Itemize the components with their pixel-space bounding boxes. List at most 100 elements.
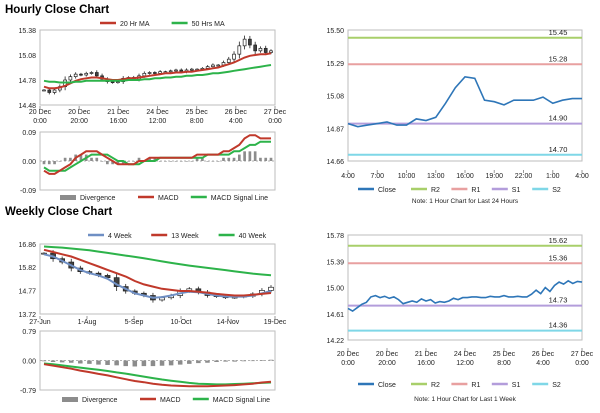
weekly-macd-ytick-0: 0.79	[22, 329, 36, 336]
hourly-macd-divergence-bar-2	[53, 161, 56, 165]
weekly-macd-divergence-bar-6	[96, 360, 101, 365]
hourly-macd-divergence-bar-3	[58, 161, 62, 162]
hourly-candles-xtick-2-line-0: 21 Dec	[107, 109, 130, 116]
hourly-candles-candle-6	[73, 73, 78, 78]
weekly-macd-divergence-bar-9	[123, 360, 128, 367]
weekly-macd-divergence-bar-2	[59, 360, 65, 363]
weekly-close-plot-frame	[347, 234, 583, 341]
weekly-macd-divergence-bar-20	[223, 360, 228, 362]
hourly-candles-candle-9	[89, 72, 94, 74]
hourly-candles-candle-1	[47, 89, 52, 93]
hourly-close-level-label-r1: 15.28	[549, 54, 568, 63]
weekly-macd-divergence-bar-25	[268, 359, 274, 361]
hourly-candles-candle-28	[189, 68, 194, 71]
hourly-candles-series-20-hr-ma	[43, 52, 272, 90]
weekly-close-xtick-3-line-0: 24 Dec	[454, 351, 477, 358]
hourly-close-legend-label-2: R1	[471, 187, 480, 194]
hourly-macd-divergence-bar-1	[47, 161, 51, 165]
hourly-candles-candle-39	[248, 38, 252, 46]
weekly-candles-plot-frame	[39, 243, 276, 315]
weekly-candles-legend-label-2: 40 Week	[239, 233, 267, 240]
weekly-macd-legend-label-1: MACD	[160, 397, 181, 404]
weekly-candles-xtick-3: 10-Oct	[170, 319, 191, 326]
hourly-macd-series-signal	[43, 140, 271, 172]
hourly-close-chart: 15.50 15.29 15.08 14.87 14.66 15.45 15.28 14.90…	[326, 28, 588, 205]
hourly-macd-divergence-bar-15	[121, 161, 125, 165]
hourly-candles-plot-frame	[39, 29, 276, 106]
hourly-candles-legend-label-0: 20 Hr MA	[120, 21, 150, 28]
weekly-close-series-close	[347, 279, 583, 313]
hourly-close-ytick-0: 15.50	[326, 28, 344, 35]
weekly-macd-divergence-bar-15	[177, 360, 183, 365]
hourly-macd-divergence-bar-17	[132, 161, 136, 162]
hourly-candles-xtick-1-line-1: 20:00	[70, 118, 88, 125]
hourly-candles-candle-37	[237, 45, 242, 55]
hourly-candles-ytick-1: 15.08	[18, 53, 36, 60]
weekly-close-xtick-4-line-0: 25 Dec	[493, 351, 516, 358]
hourly-close-xtick-3: 13:00	[427, 173, 445, 180]
hourly-candle-chart: 15.38 15.08 14.78 14.48 20 Hr MA 50 Hrs MA 20 …	[18, 21, 286, 125]
hourly-candles-candle-36	[232, 53, 236, 60]
weekly-macd-divergence-bar-13	[159, 360, 165, 366]
hourly-candles-candle-40	[253, 44, 257, 52]
hourly-macd-divergence-bar-20	[148, 157, 151, 161]
weekly-candles-xtick-5: 19-Dec	[264, 319, 287, 326]
weekly-macd-divergence-bar-10	[132, 360, 138, 367]
hourly-candles-xtick-2-line-1: 16:00	[110, 118, 128, 125]
weekly-macd-ytick-1: 0.00	[22, 359, 36, 366]
hourly-macd-divergence-bar-38	[243, 151, 246, 161]
weekly-close-xtick-0-line-1: 0:00	[341, 360, 355, 367]
weekly-close-ytick-4: 14.22	[326, 338, 344, 345]
hourly-candles-series-50-hrs-ma	[43, 64, 272, 84]
hourly-candles-xtick-5-line-0: 26 Dec	[225, 109, 248, 116]
hourly-macd-legend-label-2: MACD Signal Line	[211, 195, 268, 202]
weekly-macd-legend-label-2: MACD Signal Line	[213, 397, 270, 404]
weekly-close-xtick-0-line-0: 20 Dec	[337, 351, 360, 358]
hourly-candles-xtick-6-line-1: 0:00	[268, 118, 282, 125]
weekly-close-level-label-r1: 15.36	[549, 253, 568, 262]
weekly-close-xtick-4-line-1: 8:00	[497, 360, 511, 367]
hourly-candles-xtick-5-line-1: 4:00	[229, 118, 243, 125]
hourly-close-xtick-2: 10:00	[398, 173, 416, 180]
weekly-close-note: Note: 1 Hour Chart for Last 1 Week	[414, 396, 517, 403]
hourly-macd-ytick-0: 0.09	[22, 130, 36, 137]
hourly-macd-series-macd	[43, 134, 271, 175]
weekly-macd-legend-swatch-0	[62, 397, 78, 402]
hourly-candles-xtick-0-line-0: 20 Dec	[29, 109, 52, 116]
hourly-macd-divergence-bar-5	[69, 157, 72, 161]
hourly-macd-divergence-bar-35	[227, 157, 231, 161]
hourly-close-legend-label-0: Close	[378, 187, 396, 194]
weekly-close-ytick-1: 15.39	[326, 259, 344, 266]
weekly-macd-divergence-bar-0	[41, 360, 47, 362]
hourly-close-ytick-4: 14.66	[326, 159, 344, 166]
weekly-macd-series-signal	[43, 362, 272, 386]
weekly-candles-legend-label-0: 4 Week	[108, 233, 132, 240]
weekly-close-ytick-0: 15.78	[326, 233, 344, 240]
hourly-candles-xtick-4-line-1: 8:00	[190, 118, 204, 125]
hourly-close-level-label-r2: 15.45	[549, 28, 568, 37]
weekly-close-xtick-1-line-0: 20 Dec	[376, 351, 399, 358]
weekly-macd-divergence-bar-22	[241, 360, 247, 362]
weekly-candles-legend-label-1: 13 Week	[171, 233, 199, 240]
hourly-close-xtick-6: 22:00	[515, 173, 533, 180]
weekly-macd-divergence-bar-16	[187, 360, 192, 364]
hourly-macd-divergence-bar-12	[106, 161, 109, 165]
weekly-candles-xtick-0: 27-Jun	[29, 319, 51, 326]
weekly-close-legend-label-4: S2	[552, 382, 561, 389]
hourly-macd-divergence-bar-30	[201, 157, 204, 161]
hourly-candles-xtick-1-line-0: 20 Dec	[68, 109, 91, 116]
hourly-macd-divergence-bar-42	[264, 157, 268, 161]
hourly-macd-divergence-bar-18	[137, 157, 141, 161]
hourly-macd-ytick-2: -0.09	[20, 188, 36, 195]
hourly-macd-divergence-bar-11	[100, 161, 104, 162]
weekly-macd-divergence-bar-14	[168, 360, 174, 366]
weekly-close-ytick-2: 15.00	[326, 286, 344, 293]
hourly-close-series-close	[347, 75, 582, 128]
hourly-macd-divergence-bar-41	[259, 157, 262, 161]
hourly-candles-candle-5	[68, 76, 73, 81]
weekly-candles-candle-25	[268, 286, 274, 291]
hourly-macd-divergence-bar-36	[232, 157, 236, 161]
weekly-macd-divergence-bar-7	[105, 360, 110, 365]
hourly-macd-divergence-bar-28	[190, 161, 194, 162]
hourly-candles-candle-38	[242, 38, 247, 47]
